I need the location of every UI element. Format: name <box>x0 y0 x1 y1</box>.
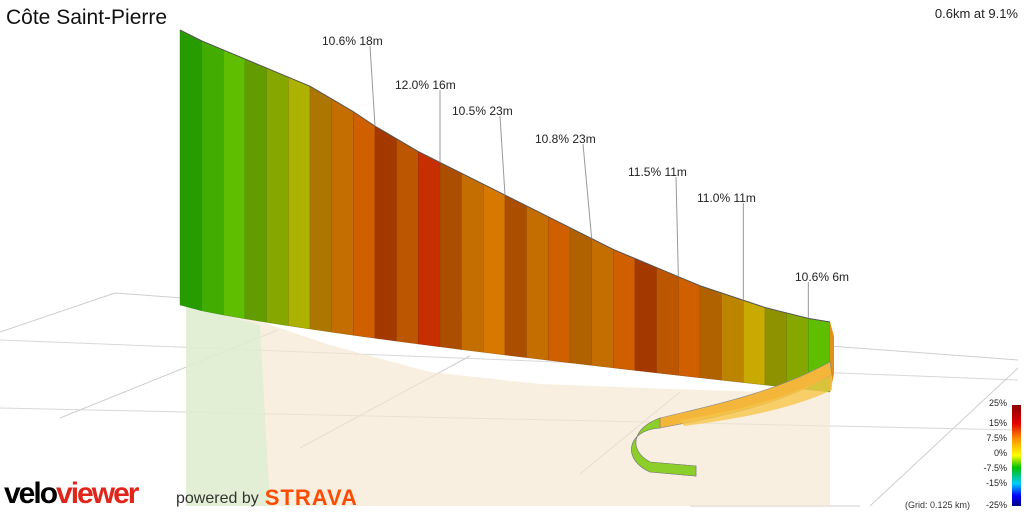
logo-velo: velo <box>4 477 58 510</box>
wall-segment-4 <box>244 58 267 323</box>
wall-segment-5 <box>266 67 289 326</box>
callout-line-3 <box>499 115 506 196</box>
wall-segment-12 <box>418 151 441 348</box>
wall-segment-2 <box>201 40 224 316</box>
wall-segment-15 <box>483 183 506 356</box>
profile-shadow <box>186 305 830 506</box>
gradient-label-3: 10.5% 23m <box>452 104 513 118</box>
powered-by-strava[interactable]: powered by STRAVA <box>176 485 358 510</box>
grid-scale-note: (Grid: 0.125 km) <box>905 500 971 510</box>
callout-line-4 <box>582 143 593 239</box>
legend-label-neg-25: -25% <box>985 500 1007 510</box>
wall-segment-26 <box>721 292 744 383</box>
wall-segment-24 <box>678 276 701 379</box>
page-title: Côte Saint-Pierre <box>6 6 168 29</box>
gradient-label-7: 10.6% 6m <box>795 270 849 284</box>
gradient-label-4: 10.8% 23m <box>535 132 596 146</box>
wall-segment-25 <box>699 285 722 381</box>
wall-segment-10 <box>374 125 397 342</box>
wall-segment-20 <box>591 238 614 369</box>
gradient-label-5: 11.5% 11m <box>628 165 687 179</box>
legend-label-7-5: 7.5% <box>986 433 1007 443</box>
gradient-label-2: 12.0% 16m <box>395 78 456 92</box>
gradient-label-1: 10.6% 18m <box>322 34 383 48</box>
elevation-wall <box>179 29 834 393</box>
legend-label-25: 25% <box>988 398 1007 408</box>
profile-shadow-green <box>186 305 270 506</box>
veloviewer-logo[interactable]: velo viewer <box>4 477 139 510</box>
wall-segment-23 <box>656 267 679 376</box>
wall-segment-11 <box>396 138 419 345</box>
legend-label-neg-15: -15% <box>985 478 1007 488</box>
wall-segment-3 <box>223 49 246 320</box>
legend-label-15: 15% <box>988 418 1007 428</box>
gradient-label-6: 11.0% 11m <box>697 191 756 205</box>
wall-segment-16 <box>504 194 527 358</box>
legend-label-0: 0% <box>993 448 1007 458</box>
wall-segment-1 <box>179 29 202 311</box>
powered-by-text: powered by <box>176 490 259 507</box>
wall-segment-13 <box>439 162 462 350</box>
wall-segment-6 <box>288 76 311 330</box>
wall-segment-19 <box>569 227 592 366</box>
legend-label-neg-7-5: -7.5% <box>983 463 1007 473</box>
road-ribbon <box>631 361 833 477</box>
wall-segment-7 <box>309 85 332 333</box>
gradient-callouts: 10.6% 18m 12.0% 16m 10.5% 23m 10.8% 23m 11.5… <box>322 34 849 319</box>
callout-line-1 <box>369 45 376 127</box>
climb-summary: 0.6km at 9.1% <box>934 6 1018 21</box>
callout-line-5 <box>675 176 679 277</box>
logo-viewer: viewer <box>56 477 139 510</box>
strava-logo: STRAVA <box>264 485 358 510</box>
wall-segment-28 <box>764 307 787 388</box>
gradient-legend-bar <box>1012 405 1021 506</box>
wall-segment-27 <box>743 299 766 386</box>
wall-segment-17 <box>526 205 549 361</box>
wall-segment-21 <box>613 249 636 371</box>
wall-segment-8 <box>331 98 354 336</box>
wall-segment-9 <box>353 111 376 339</box>
wall-segment-18 <box>548 216 571 364</box>
wall-segment-14 <box>461 172 484 353</box>
wall-segment-22 <box>634 258 657 374</box>
